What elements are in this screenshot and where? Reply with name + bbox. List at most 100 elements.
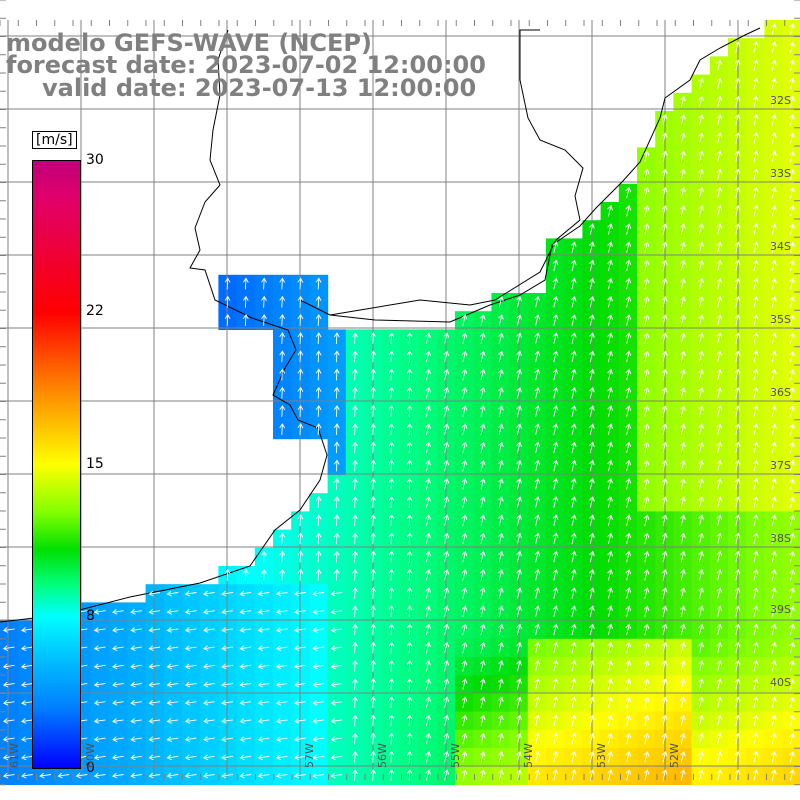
wind-arrow bbox=[2, 736, 15, 743]
wind-arrow bbox=[680, 568, 686, 581]
wind-arrow bbox=[752, 259, 759, 272]
wind-arrow bbox=[734, 714, 741, 727]
wind-arrow bbox=[479, 386, 486, 399]
wind-arrow bbox=[516, 332, 522, 344]
wind-arrow bbox=[771, 77, 777, 90]
wind-arrow bbox=[680, 496, 686, 508]
wind-arrow bbox=[643, 550, 650, 563]
wind-arrow bbox=[789, 532, 795, 545]
wind-arrow bbox=[479, 441, 486, 454]
wind-arrow bbox=[589, 277, 595, 290]
wind-arrow bbox=[607, 750, 613, 763]
wind-arrow bbox=[589, 732, 595, 745]
wind-arrow bbox=[643, 696, 650, 708]
wind-arrow bbox=[425, 641, 431, 654]
wind-arrow bbox=[112, 681, 124, 688]
wind-arrow bbox=[239, 627, 252, 633]
wind-arrow bbox=[589, 696, 595, 708]
wind-arrow bbox=[294, 608, 306, 615]
wind-arrow bbox=[625, 277, 632, 290]
wind-arrow bbox=[789, 623, 795, 636]
wind-arrow bbox=[534, 678, 541, 690]
wind-arrow bbox=[734, 587, 741, 599]
wind-arrow bbox=[625, 332, 632, 344]
wind-arrow bbox=[498, 514, 504, 526]
wind-arrow bbox=[221, 608, 233, 615]
wind-arrow bbox=[771, 314, 777, 326]
wind-arrow bbox=[93, 608, 106, 615]
wind-arrow bbox=[315, 568, 322, 581]
wind-arrow bbox=[661, 277, 668, 290]
wind-arrow bbox=[698, 295, 704, 308]
wind-arrow bbox=[589, 423, 595, 435]
wind-arrow bbox=[297, 550, 304, 563]
wind-arrow bbox=[443, 350, 450, 363]
wind-arrow bbox=[589, 368, 595, 381]
wind-arrow bbox=[734, 514, 741, 526]
wind-arrow bbox=[184, 754, 197, 761]
wind-arrow bbox=[130, 772, 142, 779]
wind-arrow bbox=[425, 696, 431, 708]
wind-arrow bbox=[716, 405, 723, 417]
wind-arrow bbox=[352, 732, 358, 745]
wind-arrow bbox=[589, 769, 595, 781]
wind-arrow bbox=[680, 277, 686, 290]
lon-label: 56W bbox=[376, 743, 389, 768]
wind-arrow bbox=[589, 386, 595, 399]
wind-arrow bbox=[534, 587, 541, 599]
wind-arrow bbox=[570, 641, 577, 654]
wind-arrow bbox=[443, 732, 450, 745]
wind-arrow bbox=[443, 678, 450, 690]
wind-arrow bbox=[425, 368, 431, 381]
wind-arrow bbox=[257, 699, 270, 706]
wind-arrow bbox=[680, 532, 686, 545]
wind-arrow bbox=[443, 477, 450, 490]
wind-arrow bbox=[680, 459, 686, 472]
wind-arrow bbox=[661, 659, 668, 672]
wind-arrow bbox=[184, 608, 197, 615]
wind-arrow bbox=[2, 754, 15, 761]
wind-arrow bbox=[279, 295, 286, 308]
wind-arrow bbox=[771, 496, 777, 508]
wind-arrow bbox=[461, 386, 468, 399]
wind-arrow bbox=[352, 641, 358, 654]
wind-arrow bbox=[643, 641, 650, 654]
wind-arrow bbox=[734, 186, 741, 199]
wind-arrow bbox=[771, 386, 777, 399]
wind-arrow bbox=[661, 113, 668, 126]
wind-arrow bbox=[461, 314, 468, 326]
wind-arrow bbox=[498, 459, 504, 472]
wind-arrow bbox=[552, 314, 559, 326]
wind-arrow bbox=[534, 769, 541, 781]
wind-arrow bbox=[625, 186, 632, 199]
wind-arrow bbox=[752, 277, 759, 290]
wind-arrow bbox=[661, 150, 668, 162]
wind-arrow bbox=[789, 696, 795, 708]
wind-arrow bbox=[498, 532, 504, 545]
wind-arrow bbox=[570, 750, 577, 763]
wind-arrow bbox=[734, 659, 741, 672]
wind-arrow bbox=[607, 587, 613, 599]
wind-arrow bbox=[257, 754, 270, 761]
wind-arrow bbox=[388, 459, 395, 472]
wind-arrow bbox=[279, 386, 286, 399]
wind-arrow bbox=[516, 496, 522, 508]
wind-arrow bbox=[734, 113, 741, 126]
wind-arrow bbox=[643, 532, 650, 545]
wind-arrow bbox=[148, 627, 161, 633]
wind-arrow bbox=[752, 350, 759, 363]
wind-arrow bbox=[752, 750, 759, 763]
wind-arrow bbox=[203, 754, 215, 761]
wind-arrow bbox=[661, 368, 668, 381]
wind-arrow bbox=[21, 645, 33, 652]
wind-arrow bbox=[352, 495, 358, 508]
wind-arrow bbox=[534, 423, 541, 435]
wind-arrow bbox=[680, 769, 686, 781]
forecast-date: forecast date: 2023-07-02 12:00:00 bbox=[6, 51, 486, 79]
wind-arrow bbox=[734, 750, 741, 763]
wind-arrow bbox=[643, 350, 650, 363]
wind-arrow bbox=[643, 168, 650, 181]
wind-arrow bbox=[498, 477, 504, 490]
coastline-path-2 bbox=[299, 27, 761, 323]
wind-arrow bbox=[607, 350, 613, 363]
